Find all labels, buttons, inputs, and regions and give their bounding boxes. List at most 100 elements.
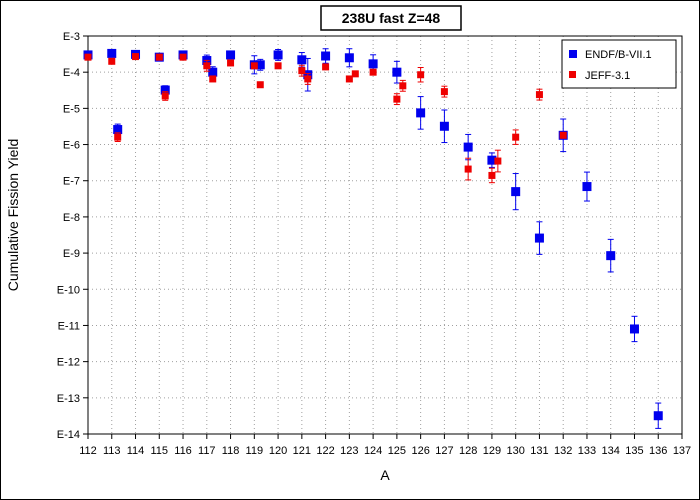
- data-point: [108, 57, 116, 65]
- data-point: [629, 324, 639, 334]
- data-point: [399, 82, 407, 90]
- legend: ENDF/B-VII.1 JEFF-3.1: [561, 39, 677, 89]
- x-tick-label: 129: [483, 445, 501, 457]
- x-tick-label: 125: [388, 445, 406, 457]
- y-tick-label: E-9: [63, 248, 80, 260]
- x-tick-label: 137: [673, 445, 691, 457]
- x-tick-label: 131: [530, 445, 548, 457]
- y-tick-label: E-8: [63, 212, 80, 224]
- grid-lines: [88, 36, 682, 434]
- data-point: [344, 53, 354, 63]
- data-point: [582, 182, 592, 192]
- x-tick-label: 117: [198, 445, 216, 457]
- data-point: [322, 63, 330, 71]
- data-point: [534, 233, 544, 243]
- x-tick-label: 116: [174, 445, 192, 457]
- data-point: [351, 70, 359, 78]
- data-point: [132, 53, 140, 61]
- y-axis-label: Cumulative Fission Yield: [5, 139, 21, 292]
- data-point: [255, 60, 265, 70]
- chart-title-box: 238U fast Z=48: [320, 5, 462, 31]
- y-axis: E-3 E-4 E-5 E-6 E-7 E-8 E-9 E-10 E-11 E-12 E-13 E-1…: [57, 31, 88, 441]
- data-point: [535, 91, 543, 99]
- data-point: [417, 71, 425, 79]
- data-point: [160, 85, 170, 95]
- data-point: [440, 88, 448, 96]
- data-point: [107, 48, 117, 58]
- data-point: [250, 62, 258, 70]
- y-tick-label: E-14: [57, 429, 80, 441]
- data-point: [298, 67, 306, 75]
- data-point: [392, 67, 402, 77]
- data-point: [559, 131, 567, 139]
- data-point: [653, 411, 663, 421]
- x-tick-label: 136: [649, 445, 667, 457]
- data-point: [226, 50, 236, 60]
- data-point: [273, 50, 283, 60]
- data-point: [494, 157, 502, 165]
- data-point: [369, 68, 377, 76]
- y-tick-label: E-4: [63, 67, 80, 79]
- x-tick-label: 119: [246, 445, 264, 457]
- x-tick-label: 132: [554, 445, 572, 457]
- data-point: [512, 133, 520, 141]
- x-tick-label: 133: [578, 445, 596, 457]
- data-point: [155, 53, 163, 61]
- data-point: [297, 55, 307, 65]
- y-tick-label: E-13: [57, 393, 80, 405]
- y-tick-label: E-3: [63, 31, 80, 43]
- data-point: [439, 121, 449, 131]
- data-point: [203, 62, 211, 70]
- x-tick-label: 122: [316, 445, 334, 457]
- x-tick-label: 128: [459, 445, 477, 457]
- data-point: [227, 59, 235, 67]
- data-point: [464, 165, 472, 173]
- data-point: [208, 67, 218, 77]
- x-tick-label: 112: [79, 445, 97, 457]
- data-point: [393, 95, 401, 103]
- x-tick-label: 135: [625, 445, 643, 457]
- data-point: [114, 133, 122, 141]
- data-point: [488, 171, 496, 179]
- x-tick-label: 114: [127, 445, 145, 457]
- legend-label-jeff: JEFF-3.1: [585, 70, 630, 82]
- data-point: [463, 142, 473, 152]
- x-axis: 112 113 114 115 116 117 118 119 120 121 122 123 124 1…: [79, 434, 691, 457]
- y-tick-label: E-10: [57, 284, 80, 296]
- x-tick-label: 126: [411, 445, 429, 457]
- legend-swatch-jeff: [569, 71, 576, 78]
- chart-title: 238U fast Z=48: [342, 10, 441, 26]
- legend-label-endf: ENDF/B-VII.1: [585, 49, 652, 61]
- data-point: [274, 62, 282, 70]
- data-point: [209, 75, 217, 83]
- y-tick-label: E-12: [57, 357, 80, 369]
- x-axis-label: A: [380, 467, 390, 483]
- legend-swatch-endf: [569, 50, 577, 58]
- data-point: [511, 187, 521, 197]
- data-point: [161, 92, 169, 100]
- y-tick-label: E-6: [63, 140, 80, 152]
- data-point: [84, 53, 92, 61]
- x-tick-label: 124: [364, 445, 382, 457]
- y-tick-label: E-7: [63, 176, 80, 188]
- series-1: [84, 53, 567, 184]
- x-tick-label: 134: [602, 445, 620, 457]
- legend-box: [561, 39, 677, 89]
- x-tick-label: 115: [151, 445, 169, 457]
- data-point: [179, 53, 187, 61]
- x-tick-label: 120: [269, 445, 287, 457]
- x-tick-label: 121: [293, 445, 311, 457]
- data-point: [416, 108, 426, 118]
- data-point: [487, 155, 497, 165]
- x-tick-label: 127: [435, 445, 453, 457]
- data-point: [113, 125, 123, 135]
- y-tick-label: E-5: [63, 103, 80, 115]
- data-point: [321, 51, 331, 61]
- x-tick-label: 113: [103, 445, 121, 457]
- data-point: [304, 75, 312, 83]
- data-point: [368, 59, 378, 69]
- x-tick-label: 130: [507, 445, 525, 457]
- y-tick-label: E-11: [58, 320, 80, 332]
- data-point: [256, 81, 264, 89]
